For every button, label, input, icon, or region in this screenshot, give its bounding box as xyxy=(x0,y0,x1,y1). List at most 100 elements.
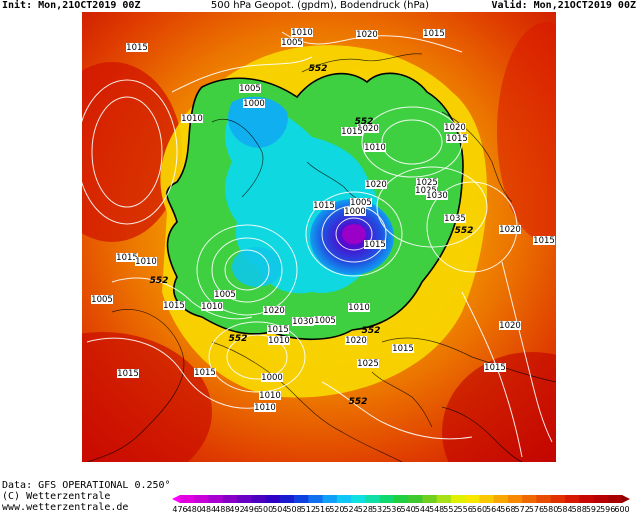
pressure-label: 1000 xyxy=(344,207,366,217)
colorbar-tick-label: 600 xyxy=(614,505,629,514)
pressure-label: 1015 xyxy=(117,369,139,379)
colorbar-cell xyxy=(507,495,523,503)
colorbar-tick-label: 500 xyxy=(258,505,273,514)
pressure-label-bg xyxy=(423,29,445,38)
pressure-label-bg xyxy=(426,191,448,200)
colorbar-cell xyxy=(336,495,352,503)
pressure-label-bg xyxy=(357,124,379,133)
pressure-label: 1015 xyxy=(313,201,335,211)
colorbar-tick-label: 484 xyxy=(201,505,216,514)
geopotential-552-label: 552 xyxy=(349,397,368,407)
pressure-label-bg xyxy=(201,302,223,311)
colorbar-right-arrow xyxy=(622,495,630,503)
isoline-552 xyxy=(166,72,464,341)
colorbar-cell xyxy=(194,495,210,503)
coastlines xyxy=(86,53,556,462)
low-center-core xyxy=(342,224,366,244)
colorbar-tick-label: 512 xyxy=(301,505,316,514)
colorbar-cell xyxy=(479,495,495,503)
colorbar-cell xyxy=(279,495,295,503)
pressure-label: 1020 xyxy=(444,123,466,133)
colorbar-tick-label: 560 xyxy=(472,505,487,514)
pressure-label-bg xyxy=(345,336,367,345)
colorbar-tick-label: 488 xyxy=(215,505,230,514)
colorbar-tick-label: 588 xyxy=(572,505,587,514)
pressure-label-bg xyxy=(416,178,438,187)
colorbar-tick-label: 564 xyxy=(486,505,501,514)
colorbar-tick-label: 532 xyxy=(372,505,387,514)
colorbar-cell xyxy=(522,495,537,503)
pressure-label-bg xyxy=(181,114,203,123)
colorbar-cells xyxy=(180,495,623,503)
pressure-label-bg xyxy=(259,391,281,400)
geopotential-552-label: 552 xyxy=(229,334,248,344)
pressure-label-bg xyxy=(484,363,506,372)
pressure-label-bg xyxy=(446,134,468,143)
colorbar-tick-label: 492 xyxy=(229,505,244,514)
colorbar-cell xyxy=(180,495,195,503)
pressure-label: 1035 xyxy=(444,214,466,224)
pressure-label-bg xyxy=(194,368,216,377)
pressure-label: 1005 xyxy=(314,316,336,326)
colorbar-cell xyxy=(579,495,594,503)
hot-region-southeast xyxy=(442,352,556,462)
colorbar-cell xyxy=(365,495,381,503)
colorbar-cell xyxy=(593,495,609,503)
colorbar-cell xyxy=(251,495,267,503)
pressure-label-bg xyxy=(499,225,521,234)
pressure-label: 1030 xyxy=(426,191,448,201)
colorbar-cell xyxy=(308,495,324,503)
pressure-label: 1010 xyxy=(268,336,290,346)
geopotential-labels: 552 552 552 552 552 552 552 xyxy=(150,64,474,407)
pressure-label-bg xyxy=(254,403,276,412)
colorbar-cell xyxy=(294,495,309,503)
pressure-label: 1015 xyxy=(267,325,289,335)
colorbar-tick-label: 540 xyxy=(400,505,415,514)
pressure-label-bg xyxy=(261,373,283,382)
colorbar-cell xyxy=(564,495,580,503)
geopotential-552-label: 552 xyxy=(150,276,169,286)
pressure-label: 1015 xyxy=(163,301,185,311)
pressure-label-bg xyxy=(163,301,185,310)
pressure-label: 1025 xyxy=(357,359,379,369)
pressure-label-bg xyxy=(344,207,366,216)
colorbar-tick-label: 544 xyxy=(415,505,430,514)
pressure-label-bg xyxy=(341,127,363,136)
cyan-west-lobe xyxy=(228,96,288,148)
colorbar-cell xyxy=(408,495,423,503)
pressure-label: 1020 xyxy=(365,180,387,190)
colorbar-cell xyxy=(265,495,281,503)
colorbar-cell xyxy=(322,495,338,503)
colorbar-cell xyxy=(393,495,409,503)
colorbar-tick-label: 528 xyxy=(358,505,373,514)
pressure-label-bg xyxy=(348,303,370,312)
colorbar-tick-label: 596 xyxy=(600,505,615,514)
pressure-label: 1015 xyxy=(533,236,555,246)
pressure-label-bg xyxy=(499,321,521,330)
pressure-label: 1010 xyxy=(135,257,157,267)
colorbar-tick-label: 568 xyxy=(500,505,515,514)
pressure-label-bg xyxy=(214,290,236,299)
pressure-label: 1015 xyxy=(116,253,138,263)
hot-region-east xyxy=(497,22,556,242)
pressure-label: 1010 xyxy=(181,114,203,124)
pressure-label-bg xyxy=(243,99,265,108)
pressure-label-bg xyxy=(444,214,466,223)
colorbar-tick-label: 556 xyxy=(458,505,473,514)
pressure-label: 1000 xyxy=(243,99,265,109)
pressure-label: 1020 xyxy=(499,321,521,331)
pressure-label: 1015 xyxy=(126,43,148,53)
pressure-label-bg xyxy=(365,180,387,189)
colorbar-cell xyxy=(450,495,466,503)
colorbar-tick-label: 552 xyxy=(443,505,458,514)
pressure-label: 1020 xyxy=(499,225,521,235)
pressure-label-bg xyxy=(415,186,437,195)
pressure-label: 1030 xyxy=(292,317,314,327)
colorbar-tick-labels: 4764804844884924965005045085125165205245… xyxy=(172,505,629,514)
pressure-label: 1015 xyxy=(446,134,468,144)
pressure-label: 1015 xyxy=(364,240,386,250)
geopotential-552-label: 552 xyxy=(355,117,374,127)
colorbar-tick-label: 536 xyxy=(386,505,401,514)
pressure-label-bg xyxy=(314,316,336,325)
colorbar-cell xyxy=(550,495,566,503)
